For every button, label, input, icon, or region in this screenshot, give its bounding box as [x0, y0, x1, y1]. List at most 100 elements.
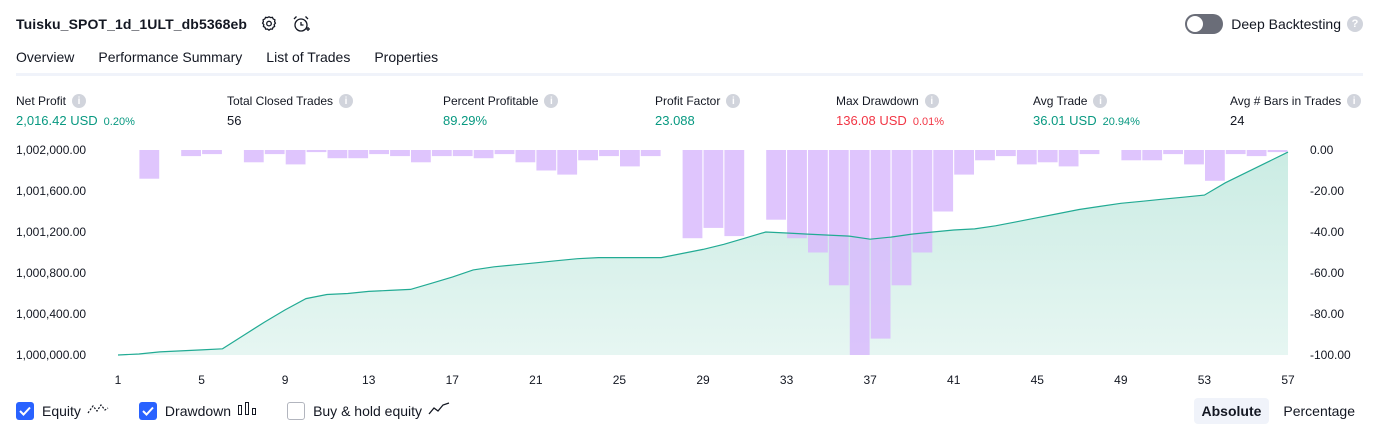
metric-value: 89.29%	[443, 113, 488, 128]
x-axis-tick: 57	[1281, 373, 1295, 387]
drawdown-checkbox[interactable]	[138, 402, 157, 420]
metric-percent: 0.20%	[103, 116, 135, 128]
drawdown-bar	[390, 150, 410, 157]
drawdown-bar	[1037, 150, 1058, 163]
metric-percent-profitable: Percent Profitable i 89.29%	[443, 93, 559, 128]
legend-equity[interactable]: Equity	[16, 402, 109, 421]
drawdown-bar	[411, 150, 431, 163]
drawdown-bar	[891, 150, 912, 286]
metric-net-profit: Net Profit i 2,016.42 USD 0.20%	[16, 93, 135, 128]
equity-axis-tick: 1,002,000.00	[16, 143, 86, 157]
metric-value: 36.01 USD	[1033, 113, 1097, 128]
metric-percent: 0.01%	[912, 116, 945, 128]
info-icon[interactable]: i	[544, 94, 559, 108]
metric-label: Max Drawdown	[836, 94, 919, 108]
drawdown-axis-tick: -60.00	[1310, 266, 1344, 280]
metric-label: Percent Profitable	[443, 94, 539, 108]
info-icon[interactable]: i	[72, 94, 87, 108]
gear-icon[interactable]	[259, 14, 279, 34]
drawdown-bar	[139, 150, 160, 179]
help-icon[interactable]: ?	[1347, 16, 1363, 32]
tab-list-of-trades[interactable]: List of Trades	[266, 49, 351, 65]
info-icon[interactable]: i	[726, 94, 741, 108]
drawdown-bar	[473, 150, 494, 159]
drawdown-axis-tick: -80.00	[1310, 307, 1344, 321]
metric-label: Avg Trade	[1033, 94, 1088, 108]
deep-backtesting-label: Deep Backtesting	[1231, 16, 1341, 32]
bar-chart-icon	[237, 401, 257, 421]
metrics-row: Net Profit i 2,016.42 USD 0.20% Total Clos…	[16, 93, 1363, 133]
drawdown-bar	[1267, 150, 1288, 153]
drawdown-bar	[828, 150, 849, 286]
equity-area	[118, 152, 1288, 355]
x-axis-tick: 53	[1198, 373, 1212, 387]
x-axis-tick: 45	[1031, 373, 1045, 387]
chart-legend: Equity Drawdown Buy & hold equity	[16, 400, 480, 422]
equity-axis-tick: 1,001,200.00	[16, 225, 86, 239]
metric-value: 136.08 USD	[836, 113, 907, 128]
drawdown-bar	[181, 150, 201, 157]
deep-backtesting-control: Deep Backtesting ?	[1185, 12, 1363, 36]
equity-axis-tick: 1,000,000.00	[16, 348, 86, 362]
info-icon[interactable]: i	[339, 94, 354, 108]
drawdown-bar	[766, 150, 786, 220]
drawdown-bar	[1205, 150, 1225, 181]
x-axis-tick: 5	[198, 373, 205, 387]
drawdown-axis-tick: -20.00	[1310, 184, 1344, 198]
drawdown-bar	[808, 150, 828, 253]
strategy-header: Tuisku_SPOT_1d_1ULT_db5368eb	[16, 12, 311, 36]
drawdown-bar	[996, 150, 1016, 157]
drawdown-bar	[1142, 150, 1163, 161]
toggle-knob	[1187, 16, 1204, 32]
tab-overview[interactable]: Overview	[16, 46, 75, 76]
drawdown-axis-tick: -100.00	[1310, 348, 1351, 362]
info-icon[interactable]: i	[924, 94, 939, 108]
drawdown-bar	[1079, 150, 1100, 155]
legend-buy-hold-equity[interactable]: Buy & hold equity	[287, 401, 450, 421]
drawdown-bar	[1163, 150, 1183, 155]
drawdown-bar	[912, 150, 933, 253]
info-icon[interactable]: i	[1093, 94, 1108, 108]
equity-checkbox[interactable]	[16, 402, 34, 420]
tab-performance-summary[interactable]: Performance Summary	[98, 49, 243, 65]
equity-axis-tick: 1,000,400.00	[16, 307, 86, 321]
tab-divider	[16, 73, 1363, 76]
info-icon[interactable]: i	[1347, 94, 1362, 108]
percentage-button[interactable]: Percentage	[1283, 403, 1355, 419]
drawdown-bar	[975, 150, 995, 161]
x-axis-tick: 1	[115, 373, 122, 387]
alarm-clock-plus-icon[interactable]	[291, 14, 311, 34]
strategy-title: Tuisku_SPOT_1d_1ULT_db5368eb	[16, 16, 248, 32]
metric-percent: 20.94%	[1102, 116, 1140, 128]
x-axis-tick: 49	[1114, 373, 1128, 387]
metric-label: Avg # Bars in Trades	[1230, 94, 1342, 108]
drawdown-bar	[1184, 150, 1204, 165]
buy-hold-label: Buy & hold equity	[313, 403, 423, 419]
drawdown-bar	[431, 150, 452, 157]
equity-label: Equity	[42, 403, 81, 419]
drawdown-bar	[348, 150, 369, 159]
drawdown-axis-tick: -40.00	[1310, 225, 1344, 239]
tab-properties[interactable]: Properties	[374, 49, 439, 65]
deep-backtesting-toggle[interactable]	[1185, 14, 1224, 34]
metric-profit-factor: Profit Factor i 23.088	[655, 93, 741, 128]
drawdown-bar	[494, 150, 515, 155]
drawdown-bar	[870, 150, 891, 339]
equity-drawdown-chart[interactable]: 1,002,000.00 1,001,600.00 1,001,200.00 1,00…	[0, 140, 1379, 390]
x-axis-tick: 29	[696, 373, 710, 387]
metric-label: Total Closed Trades	[227, 94, 334, 108]
drawdown-bar	[599, 150, 619, 157]
x-axis-tick: 37	[863, 373, 877, 387]
metric-value: 56	[227, 113, 242, 128]
legend-drawdown[interactable]: Drawdown	[138, 401, 257, 421]
drawdown-bar	[724, 150, 745, 237]
drawdown-bar	[515, 150, 536, 163]
buy-hold-checkbox[interactable]	[287, 402, 306, 420]
tab-bar: Overview Performance Summary List of Tra…	[16, 46, 462, 76]
drawdown-bar	[557, 150, 578, 175]
drawdown-bar	[787, 150, 807, 239]
absolute-button[interactable]: Absolute	[1193, 398, 1270, 424]
metric-avg-trade: Avg Trade i 36.01 USD 20.94%	[1033, 93, 1140, 128]
x-axis-tick: 9	[282, 373, 289, 387]
drawdown-bar	[306, 150, 327, 153]
